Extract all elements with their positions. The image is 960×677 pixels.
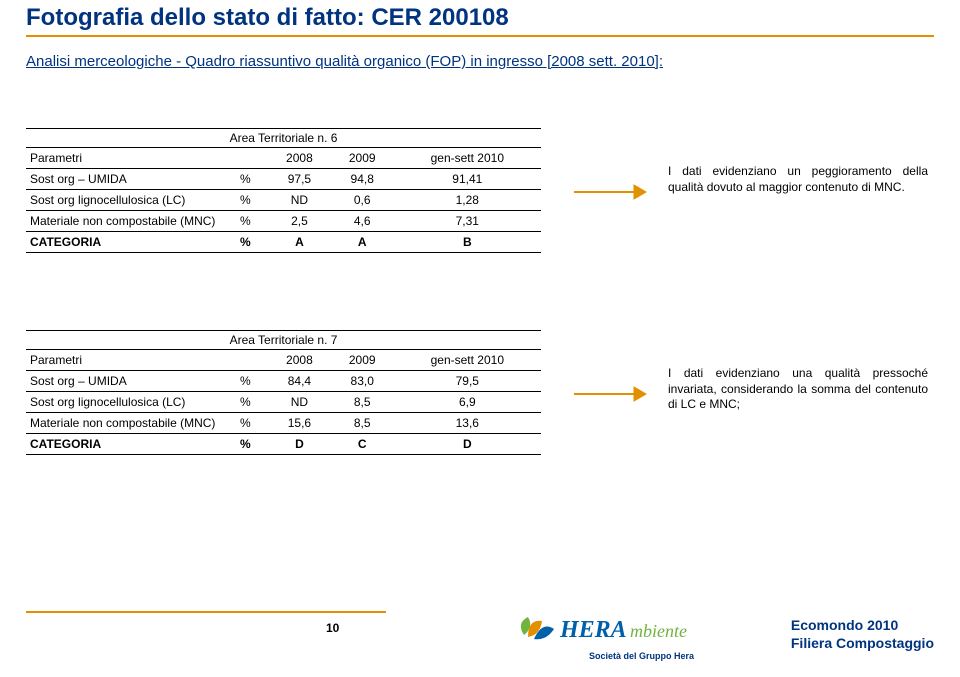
logo-subtitle: Società del Gruppo Hera: [589, 651, 694, 661]
table-row: Parametri 2008 2009 gen-sett 2010: [26, 148, 541, 169]
col-header: gen-sett 2010: [394, 350, 541, 371]
logo-suffix-text: mbiente: [630, 621, 687, 641]
page-number: 10: [326, 621, 339, 635]
table-row: Materiale non compostabile (MNC) % 2,5 4…: [26, 211, 541, 232]
table-row: Sost org lignocellulosica (LC) % ND 0,6 …: [26, 190, 541, 211]
data-table: Parametri 2008 2009 gen-sett 2010 Sost o…: [26, 148, 541, 253]
hera-logo-icon: HERA mbiente: [514, 607, 704, 647]
table-row: Materiale non compostabile (MNC) % 15,6 …: [26, 413, 541, 434]
slide-title: Fotografia dello stato di fatto: CER 200…: [26, 0, 934, 32]
table-area-label: Area Territoriale n. 6: [26, 128, 541, 148]
table-area-label: Area Territoriale n. 7: [26, 330, 541, 350]
table-row: Parametri 2008 2009 gen-sett 2010: [26, 350, 541, 371]
note-text: I dati evidenziano una qualità pressoché…: [668, 366, 928, 413]
conference-line1: Ecomondo 2010: [791, 617, 934, 635]
col-header: [236, 148, 268, 169]
col-header: Parametri: [26, 350, 236, 371]
title-underline: [26, 35, 934, 37]
table-area7: Area Territoriale n. 7 Parametri 2008 20…: [26, 330, 541, 455]
col-header: 2009: [331, 148, 394, 169]
table-row: CATEGORIA % A A B: [26, 232, 541, 253]
col-header: Parametri: [26, 148, 236, 169]
slide-subtitle: Analisi merceologiche - Quadro riassunti…: [26, 53, 934, 70]
arrow-icon: [570, 180, 650, 204]
col-header: 2008: [268, 148, 331, 169]
col-header: gen-sett 2010: [394, 148, 541, 169]
table-row: Sost org – UMIDA % 97,5 94,8 91,41: [26, 169, 541, 190]
footer-rule: [26, 611, 386, 613]
conference-line2: Filiera Compostaggio: [791, 635, 934, 653]
col-header: 2009: [331, 350, 394, 371]
note-text: I dati evidenziano un peggioramento dell…: [668, 164, 928, 195]
arrow-icon: [570, 382, 650, 406]
table-row: CATEGORIA % D C D: [26, 434, 541, 455]
slide: Fotografia dello stato di fatto: CER 200…: [0, 0, 960, 677]
hera-logo: HERA mbiente: [514, 607, 704, 650]
table-row: Sost org lignocellulosica (LC) % ND 8,5 …: [26, 392, 541, 413]
logo-main-text: HERA: [559, 617, 627, 643]
col-header: 2008: [268, 350, 331, 371]
table-area6: Area Territoriale n. 6 Parametri 2008 20…: [26, 128, 541, 253]
col-header: [236, 350, 268, 371]
conference-label: Ecomondo 2010 Filiera Compostaggio: [791, 617, 934, 652]
footer: 10 HERA mbiente Società del Gruppo Hera …: [26, 611, 934, 659]
data-table: Parametri 2008 2009 gen-sett 2010 Sost o…: [26, 350, 541, 455]
table-row: Sost org – UMIDA % 84,4 83,0 79,5: [26, 371, 541, 392]
